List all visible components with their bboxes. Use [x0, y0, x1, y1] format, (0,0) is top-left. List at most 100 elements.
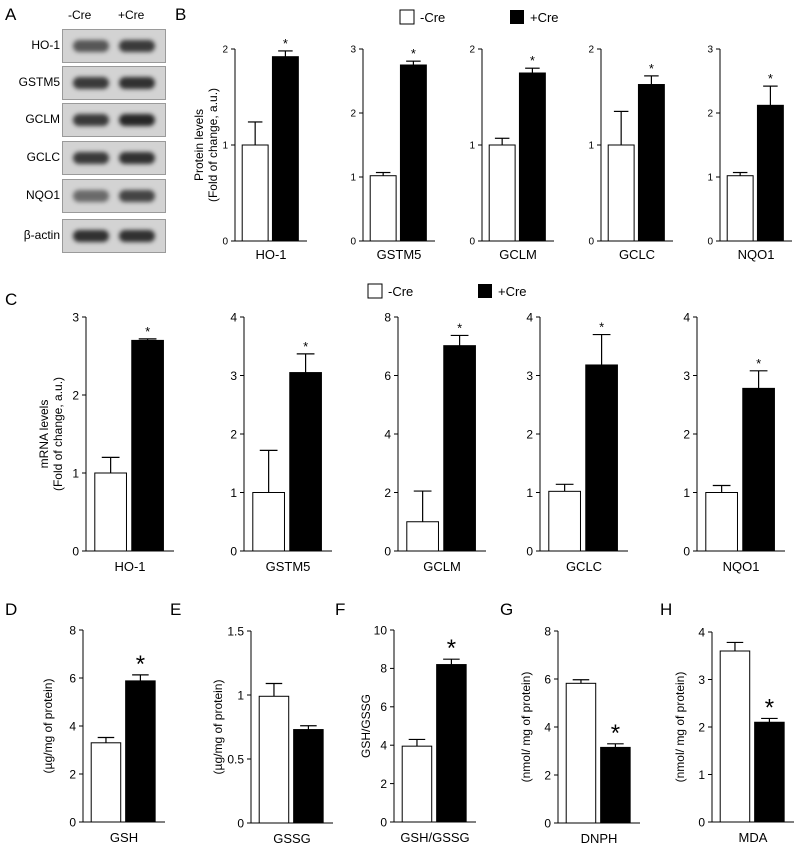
- bar-minus-cre: [565, 682, 597, 824]
- x-axis-label: GCLM: [423, 559, 461, 574]
- y-tick-label: 2: [707, 109, 713, 120]
- significance-star: *: [303, 339, 308, 354]
- blot-row-label: GCLM: [25, 112, 60, 126]
- y-tick-label: 3: [707, 45, 713, 56]
- significance-star: *: [447, 635, 456, 662]
- y-tick-label: 3: [230, 369, 237, 383]
- y-tick-label: 6: [384, 369, 391, 383]
- bar-minus-cre: [94, 472, 127, 552]
- y-tick-label: 1: [683, 486, 690, 500]
- y-tick-label: 4: [69, 719, 76, 733]
- y-tick-label: 3: [683, 369, 690, 383]
- blot-column-minus-cre: -Cre: [68, 8, 92, 22]
- panel-letter: C: [5, 290, 17, 309]
- x-axis-label: GCLM: [499, 247, 537, 262]
- bar-minus-cre: [406, 521, 439, 552]
- bar-plus-cre: [756, 104, 784, 242]
- y-tick-label: 4: [384, 427, 391, 441]
- bar-minus-cre: [369, 175, 397, 242]
- blot-row-label: HO-1: [31, 38, 60, 52]
- y-tick-label: 3: [72, 310, 79, 324]
- y-tick-label: 0: [69, 815, 76, 829]
- y-tick-label: 4: [544, 720, 551, 734]
- blot-band: [119, 77, 155, 89]
- significance-star: *: [765, 694, 774, 721]
- y-tick-label: 6: [69, 671, 76, 685]
- y-axis-label: (µg/mg of protein): [211, 680, 225, 775]
- bar-plus-cre: [754, 721, 785, 823]
- y-axis-label: mRNA levels: [37, 400, 51, 469]
- significance-star: *: [411, 46, 416, 61]
- y-tick-label: 1: [350, 173, 356, 184]
- bar-minus-cre: [241, 144, 269, 242]
- y-tick-label: 2: [588, 45, 594, 56]
- y-tick-label: 0: [72, 544, 79, 558]
- y-tick-label: 1: [230, 486, 237, 500]
- y-tick-label: 2: [526, 427, 533, 441]
- y-tick-label: 1: [222, 141, 228, 152]
- y-tick-label: 0: [380, 815, 387, 829]
- blot-band: [73, 114, 109, 126]
- y-tick-label: 1: [526, 486, 533, 500]
- panel-letter: E: [170, 600, 181, 619]
- bar-plus-cre: [600, 746, 631, 824]
- bar-plus-cre: [399, 64, 427, 242]
- bar-minus-cre: [607, 144, 635, 242]
- legend-label-minus-cre: -Cre: [420, 10, 445, 25]
- y-tick-label: 0: [222, 237, 228, 248]
- blot-band: [73, 230, 109, 242]
- y-tick-label: 0: [469, 237, 475, 248]
- significance-star: *: [145, 324, 150, 339]
- y-axis-label: (µg/mg of protein): [41, 679, 55, 774]
- bar-plus-cre: [443, 345, 476, 552]
- blot-strip: [62, 103, 166, 137]
- bar-minus-cre: [719, 650, 751, 823]
- blot-band: [119, 114, 155, 126]
- y-tick-label: 1: [72, 466, 79, 480]
- panel-letter: A: [5, 5, 17, 24]
- legend-label-plus-cre: +Cre: [530, 10, 559, 25]
- x-axis-label: GSTM5: [377, 247, 422, 262]
- y-tick-label: 1: [698, 768, 705, 782]
- panel-letter: B: [175, 5, 186, 24]
- y-tick-label: 2: [72, 388, 79, 402]
- x-axis-label: GSTM5: [266, 559, 311, 574]
- significance-star: *: [649, 61, 654, 76]
- x-axis-label: GCLC: [566, 559, 602, 574]
- y-tick-label: 6: [380, 700, 387, 714]
- y-tick-label: 2: [384, 486, 391, 500]
- y-tick-label: 1: [469, 141, 475, 152]
- x-axis-label: GSH: [110, 830, 138, 845]
- y-tick-label: 3: [350, 45, 356, 56]
- y-tick-label: 4: [683, 310, 690, 324]
- x-axis-label: NQO1: [723, 559, 760, 574]
- x-axis-label: HO-1: [255, 247, 286, 262]
- y-tick-label: 8: [544, 624, 551, 638]
- bar-plus-cre: [436, 664, 467, 823]
- y-tick-label: 4: [380, 739, 387, 753]
- blot-strip: [62, 141, 166, 175]
- y-tick-label: 0.5: [227, 752, 244, 766]
- significance-star: *: [283, 36, 288, 51]
- x-axis-label: NQO1: [738, 247, 775, 262]
- x-axis-label: HO-1: [114, 559, 145, 574]
- y-tick-label: 10: [374, 623, 388, 637]
- blot-row-label: GSTM5: [18, 75, 60, 89]
- bar-minus-cre: [705, 492, 738, 552]
- y-tick-label: 1: [707, 173, 713, 184]
- y-axis-label: (nmol/ mg of protein): [673, 672, 687, 783]
- y-tick-label: 4: [526, 310, 533, 324]
- y-tick-label: 4: [698, 625, 705, 639]
- blot-column-plus-cre: +Cre: [118, 8, 145, 22]
- bar-minus-cre: [258, 695, 290, 824]
- y-axis-label: (Fold of change, a.u.): [206, 88, 220, 202]
- bar-plus-cre: [585, 364, 618, 552]
- y-tick-label: 0: [544, 816, 551, 830]
- y-tick-label: 3: [698, 673, 705, 687]
- significance-star: *: [530, 53, 535, 68]
- bar-plus-cre: [289, 372, 322, 552]
- blot-band: [73, 152, 109, 164]
- y-tick-label: 2: [380, 777, 387, 791]
- significance-star: *: [611, 720, 620, 747]
- y-tick-label: 2: [350, 109, 356, 120]
